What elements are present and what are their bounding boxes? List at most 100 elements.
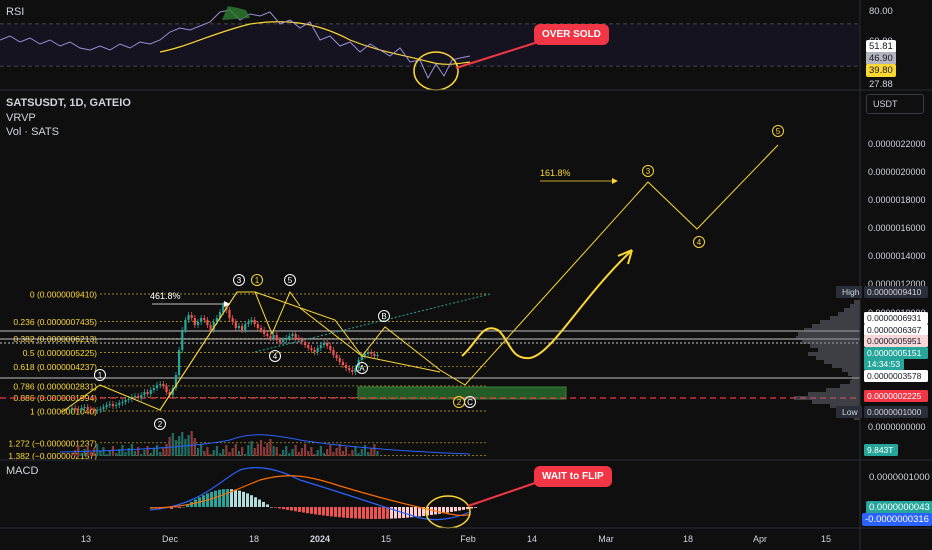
macd-hist-bar [278,507,281,509]
signal-line [149,475,471,517]
macd-axis-top: 0.0000001000 [869,472,930,483]
price-tag: 14:34:53 [867,359,900,369]
candle-body [335,355,338,358]
candle-body [127,399,130,400]
time-axis-label: Mar [598,534,614,544]
macd-callout-arrow [467,481,539,507]
volume-bar [225,445,228,456]
time-axis-label: Dec [162,534,179,544]
macd-hist-bar [322,507,325,516]
wave-marker-label: 3 [237,276,242,285]
volume-bar [190,431,193,456]
volume-profile-bar [804,328,860,332]
macd-hist-bar [362,507,365,519]
volume-bar [266,443,269,456]
trend-line [254,293,491,353]
volume-bar [253,448,256,456]
vrvp-indicator-label[interactable]: VRVP [6,112,36,124]
volume-bar [102,447,105,456]
wave-marker [642,165,654,177]
volume-bar [171,433,174,456]
volume-bar [149,453,152,456]
candle-body [203,318,206,320]
time-axis: 13 Dec 18 2024 15 Feb 14 Mar 18 Apr 15 [81,534,831,544]
fib-label: 0.5 (0.0000005225) [23,348,97,358]
candle-body [329,346,332,350]
macd-hist-bar [218,489,221,507]
rsi-overbought-fill [222,6,250,20]
candle-body [80,408,83,410]
candle-body [121,402,124,403]
volume-bar [137,447,140,456]
macd-hist-bar [186,504,189,507]
volume-bars [59,431,471,456]
price-tag-bg [864,335,928,347]
candle-body [70,408,74,410]
candle-body [152,388,155,390]
macd-hist-bar [274,507,277,508]
fib-label: 1.382 (−0.0000002157) [8,451,97,461]
candle-body [341,362,344,365]
candle-body [149,390,152,394]
candle-body [354,368,357,372]
price-axis-label: 0.0000018000 [868,195,926,205]
price-tag: 9.843T [867,445,893,455]
candles [70,302,379,414]
candle-body [376,355,379,356]
volume-bar [124,452,127,456]
wave-marker-label: 5 [776,127,781,136]
macd-hist-bar [354,507,357,519]
price-tag: 0.0000005951 [867,336,922,346]
price-tag: 0.0000002225 [867,391,922,401]
price-tag-bg [864,286,928,298]
macd-hist-bar [454,507,457,512]
wave-marker [154,418,166,430]
volume-bar [241,447,244,456]
candle-body [367,352,370,354]
volume-profile-bar [838,312,860,316]
volume-bar [155,445,159,456]
candle-body [165,386,168,392]
volume-profile-bar [840,384,860,388]
macd-value-tag: 0.0000000043 [866,501,932,514]
macd-line [149,467,471,521]
time-axis-label: Feb [460,534,476,544]
wave-marker [251,274,263,286]
rsi-axis-low: 27.88 [869,79,893,90]
fib-label: 1.272 (−0.0000001237) [8,438,97,448]
candle-body [231,318,234,322]
candle-body [241,326,244,330]
candle-body [281,340,285,342]
volume-indicator-label[interactable]: Vol · SATS [6,126,59,138]
volume-profile-bar [826,388,860,392]
wave-marker-label: A [359,364,365,373]
currency-selector[interactable]: USDT [866,94,924,114]
price-axis-label: 0.0000022000 [868,139,926,149]
macd-hist-bar [350,507,353,519]
candle-body [111,404,115,406]
candle-body [86,407,89,409]
macd-hist-bar [318,507,321,515]
candle-body [215,318,218,322]
macd-hist-bar [326,507,329,516]
macd-hist-bar [386,507,389,519]
candle-body [174,375,178,388]
volume-bar [193,438,196,456]
macd-hist-bar [462,507,465,510]
volume-bar [237,451,241,456]
symbol-title[interactable]: SATSUSDT, 1D, GATEIO [6,97,131,109]
macd-hist-bar [306,507,309,514]
volume-bar [133,451,137,456]
volume-bar [146,446,149,456]
price-tag: 0.0000006367 [867,325,922,335]
volume-bar [234,444,237,456]
volume-profile-bar [818,348,860,352]
price-tag-prefix: High [842,287,860,297]
macd-hist-bar [394,507,397,519]
macd-hist-bar [446,507,449,513]
macd-hist-bar [430,507,433,515]
wave-marker [94,369,106,381]
candle-body [140,395,143,398]
price-tag: 0.0000009410 [867,287,922,297]
